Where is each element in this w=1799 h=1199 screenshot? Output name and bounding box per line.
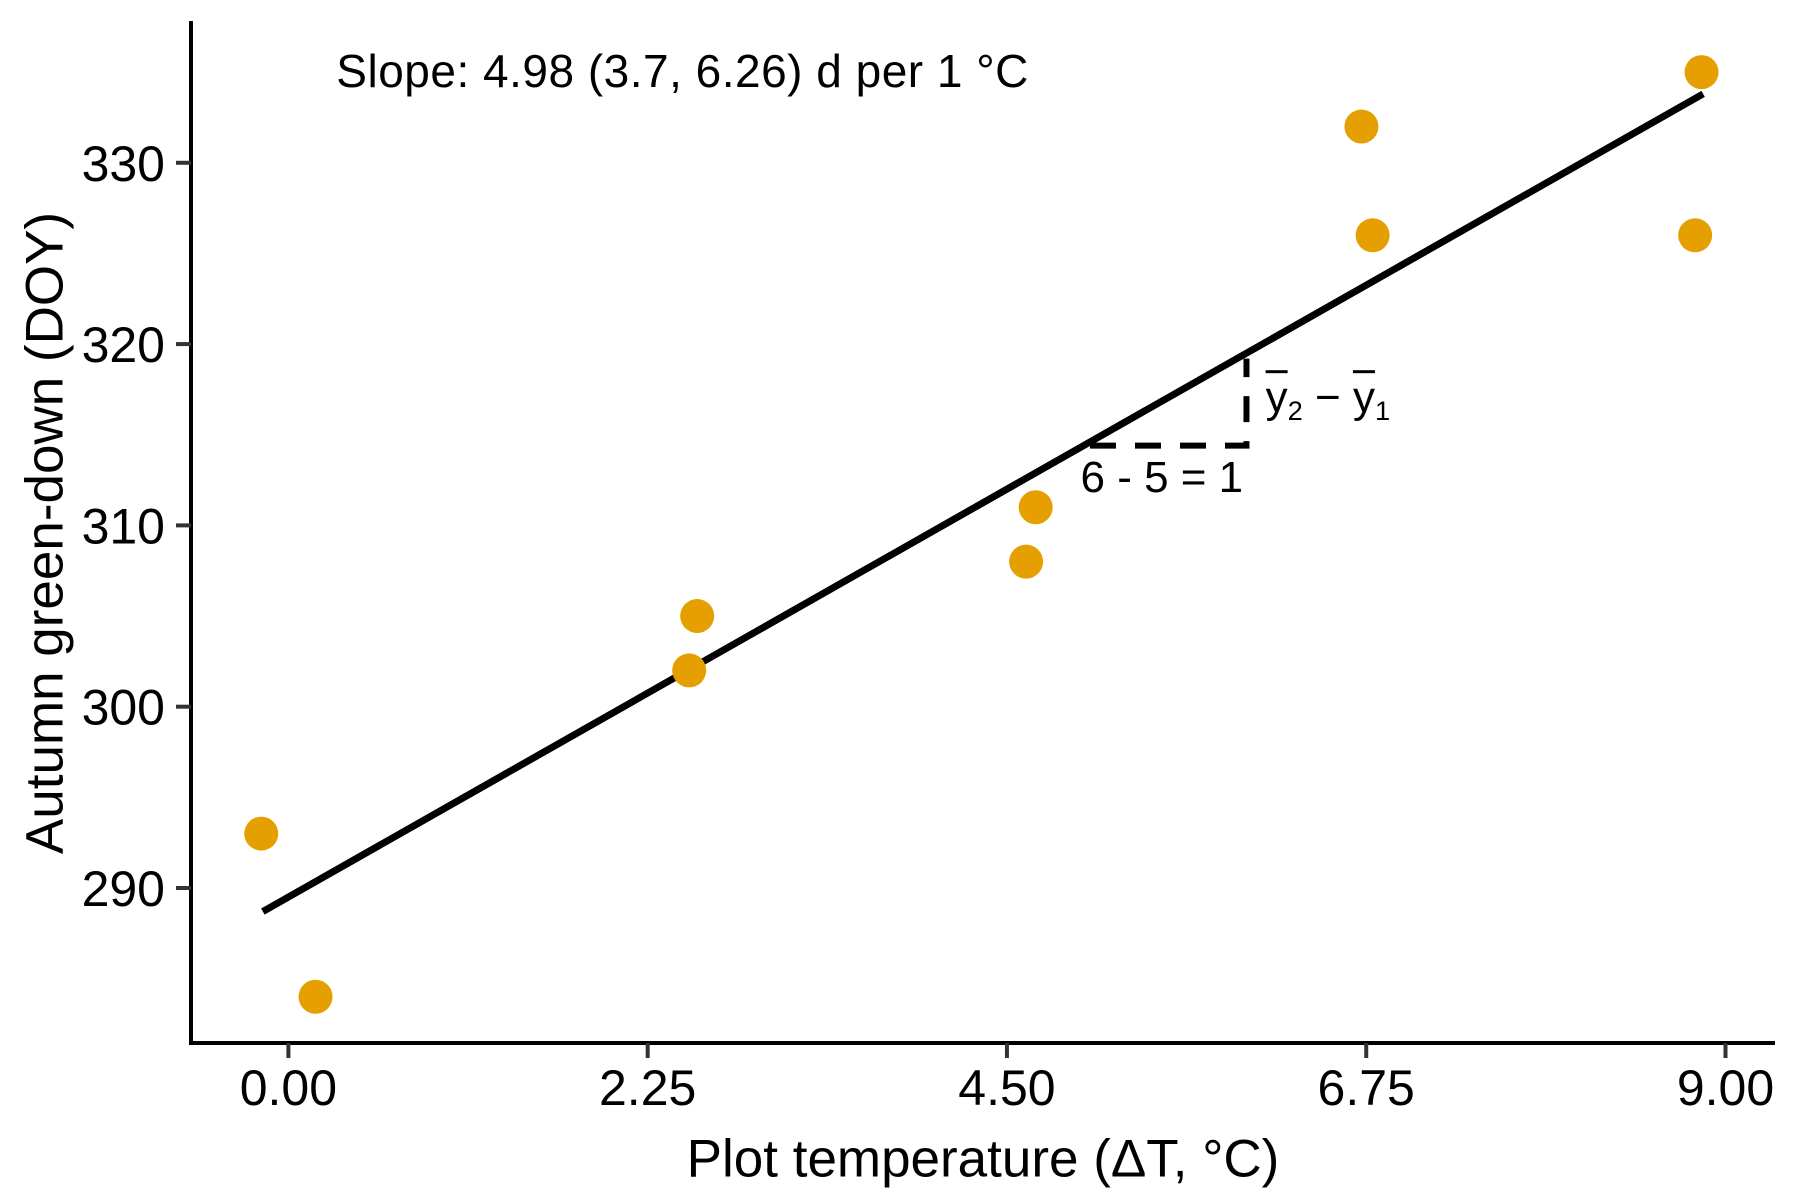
y-axis-title: Autumn green-down (DOY) [15,211,75,855]
x-tick-label: 0.00 [240,1060,337,1116]
x-tick-label: 9.00 [1677,1060,1774,1116]
data-point [1009,544,1044,579]
slope-triangle-dashed [1089,358,1250,449]
y-tick-label: 300 [82,680,165,736]
y-tick-label: 320 [82,317,165,373]
regression-line [261,90,1705,915]
data-point [1684,55,1719,90]
data-point [680,599,715,634]
ybar2-symbol: y [1265,373,1288,423]
ybar1-subscript: 1 [1374,395,1391,427]
x-tick-label: 6.75 [1318,1060,1415,1116]
y-tick-label: 330 [82,136,165,192]
ybar2-subscript: 2 [1287,395,1303,427]
data-point [672,653,707,688]
data-point [1018,490,1053,525]
slope-run-label: 6 - 5 = 1 [1080,453,1244,503]
data-point [1344,109,1379,144]
x-tick-label: 4.50 [958,1060,1055,1116]
slope-rise-label: y2 − y1 [1266,373,1391,427]
data-point [1678,218,1713,253]
y-tick-label: 290 [82,861,165,917]
slope-annotation: Slope: 4.98 (3.7, 6.26) d per 1 °C [336,45,1029,98]
data-point [298,979,333,1014]
minus-sign: − [1302,373,1353,423]
ybar1-symbol: y [1352,373,1375,423]
data-point [244,816,279,851]
data-point [1355,218,1390,253]
y-tick-label: 310 [82,498,165,554]
x-axis-title: Plot temperature (ΔT, °C) [686,1129,1280,1189]
x-tick-label: 2.25 [599,1060,696,1116]
